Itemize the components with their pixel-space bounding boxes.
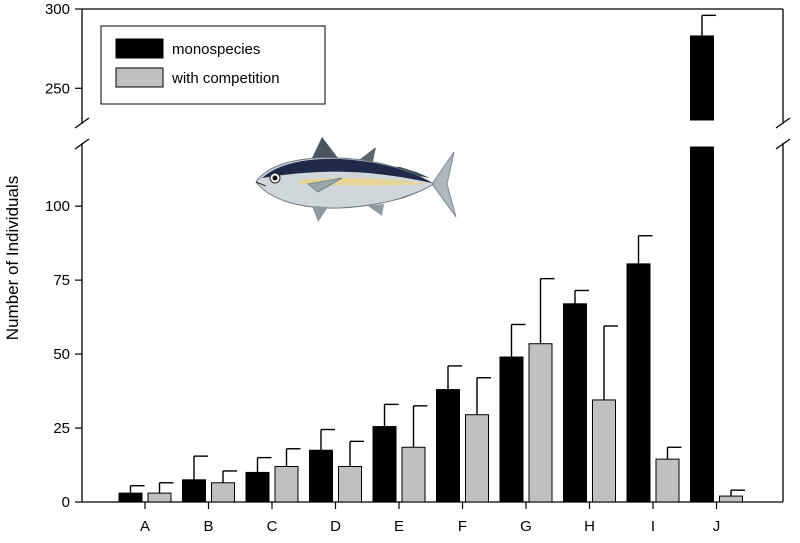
y-tick-label: 300 (45, 1, 70, 18)
bar-j-monospecies-lower (690, 146, 714, 503)
bar-b-with-competition (211, 482, 235, 503)
y-tick-label: 250 (45, 80, 70, 97)
bar-h-with-competition (592, 399, 616, 503)
bar-c-with-competition (274, 466, 299, 503)
bar-j-monospecies-upper (690, 35, 714, 121)
tuna-fish-icon (255, 137, 457, 222)
x-tick-label-j: J (713, 518, 721, 535)
y-tick-label: 50 (53, 346, 70, 363)
x-tick-label-c: C (267, 518, 278, 535)
x-tick-label-h: H (584, 518, 595, 535)
bars-group (118, 14, 745, 503)
bar-c-monospecies (245, 471, 270, 503)
bar-g-monospecies (499, 356, 524, 503)
bar-i-with-competition (655, 458, 680, 503)
bar-d-monospecies (309, 449, 333, 503)
bar-g-with-competition (528, 343, 553, 503)
bar-a-with-competition (147, 492, 172, 503)
legend-swatch-monospecies (115, 38, 164, 59)
legend-label-with-competition: with competition (171, 70, 280, 87)
y-axis-label: Number of Individuals (3, 176, 22, 340)
bar-a-monospecies (118, 492, 143, 503)
x-tick-label-e: E (394, 518, 404, 535)
x-tick-label-g: G (520, 518, 532, 535)
x-tick-label-a: A (140, 518, 150, 535)
legend-swatch-with-competition (115, 67, 164, 88)
bar-e-monospecies (372, 426, 397, 503)
bar-i-monospecies (626, 263, 651, 503)
y-tick-label: 100 (45, 198, 70, 215)
legend-box (100, 25, 326, 105)
x-tick-label-f: F (458, 518, 467, 535)
axis-break-mark (775, 117, 791, 129)
axis-break-mark (74, 138, 90, 150)
x-tick-label-i: I (651, 518, 655, 535)
x-ticks-group: A B C D E F G H I J (140, 502, 720, 535)
bar-j-with-competition (719, 495, 743, 503)
y-ticks-group: 0 25 50 75 100 250 300 (45, 1, 82, 511)
bar-f-with-competition (465, 414, 489, 503)
bar-d-with-competition (338, 466, 362, 503)
y-tick-label: 25 (53, 420, 70, 437)
bar-f-monospecies (436, 389, 460, 503)
bar-h-monospecies (563, 303, 587, 503)
legend-label-monospecies: monospecies (172, 41, 260, 58)
y-tick-label: 75 (53, 272, 70, 289)
x-tick-label-b: B (203, 518, 213, 535)
axis-break-mark (74, 117, 90, 129)
bar-b-monospecies (182, 479, 206, 503)
legend: monospecies with competition (100, 25, 326, 105)
y-tick-label: 0 (62, 494, 70, 511)
x-tick-label-d: D (330, 518, 341, 535)
bar-e-with-competition (401, 446, 426, 503)
axis-break-mark (775, 138, 791, 150)
